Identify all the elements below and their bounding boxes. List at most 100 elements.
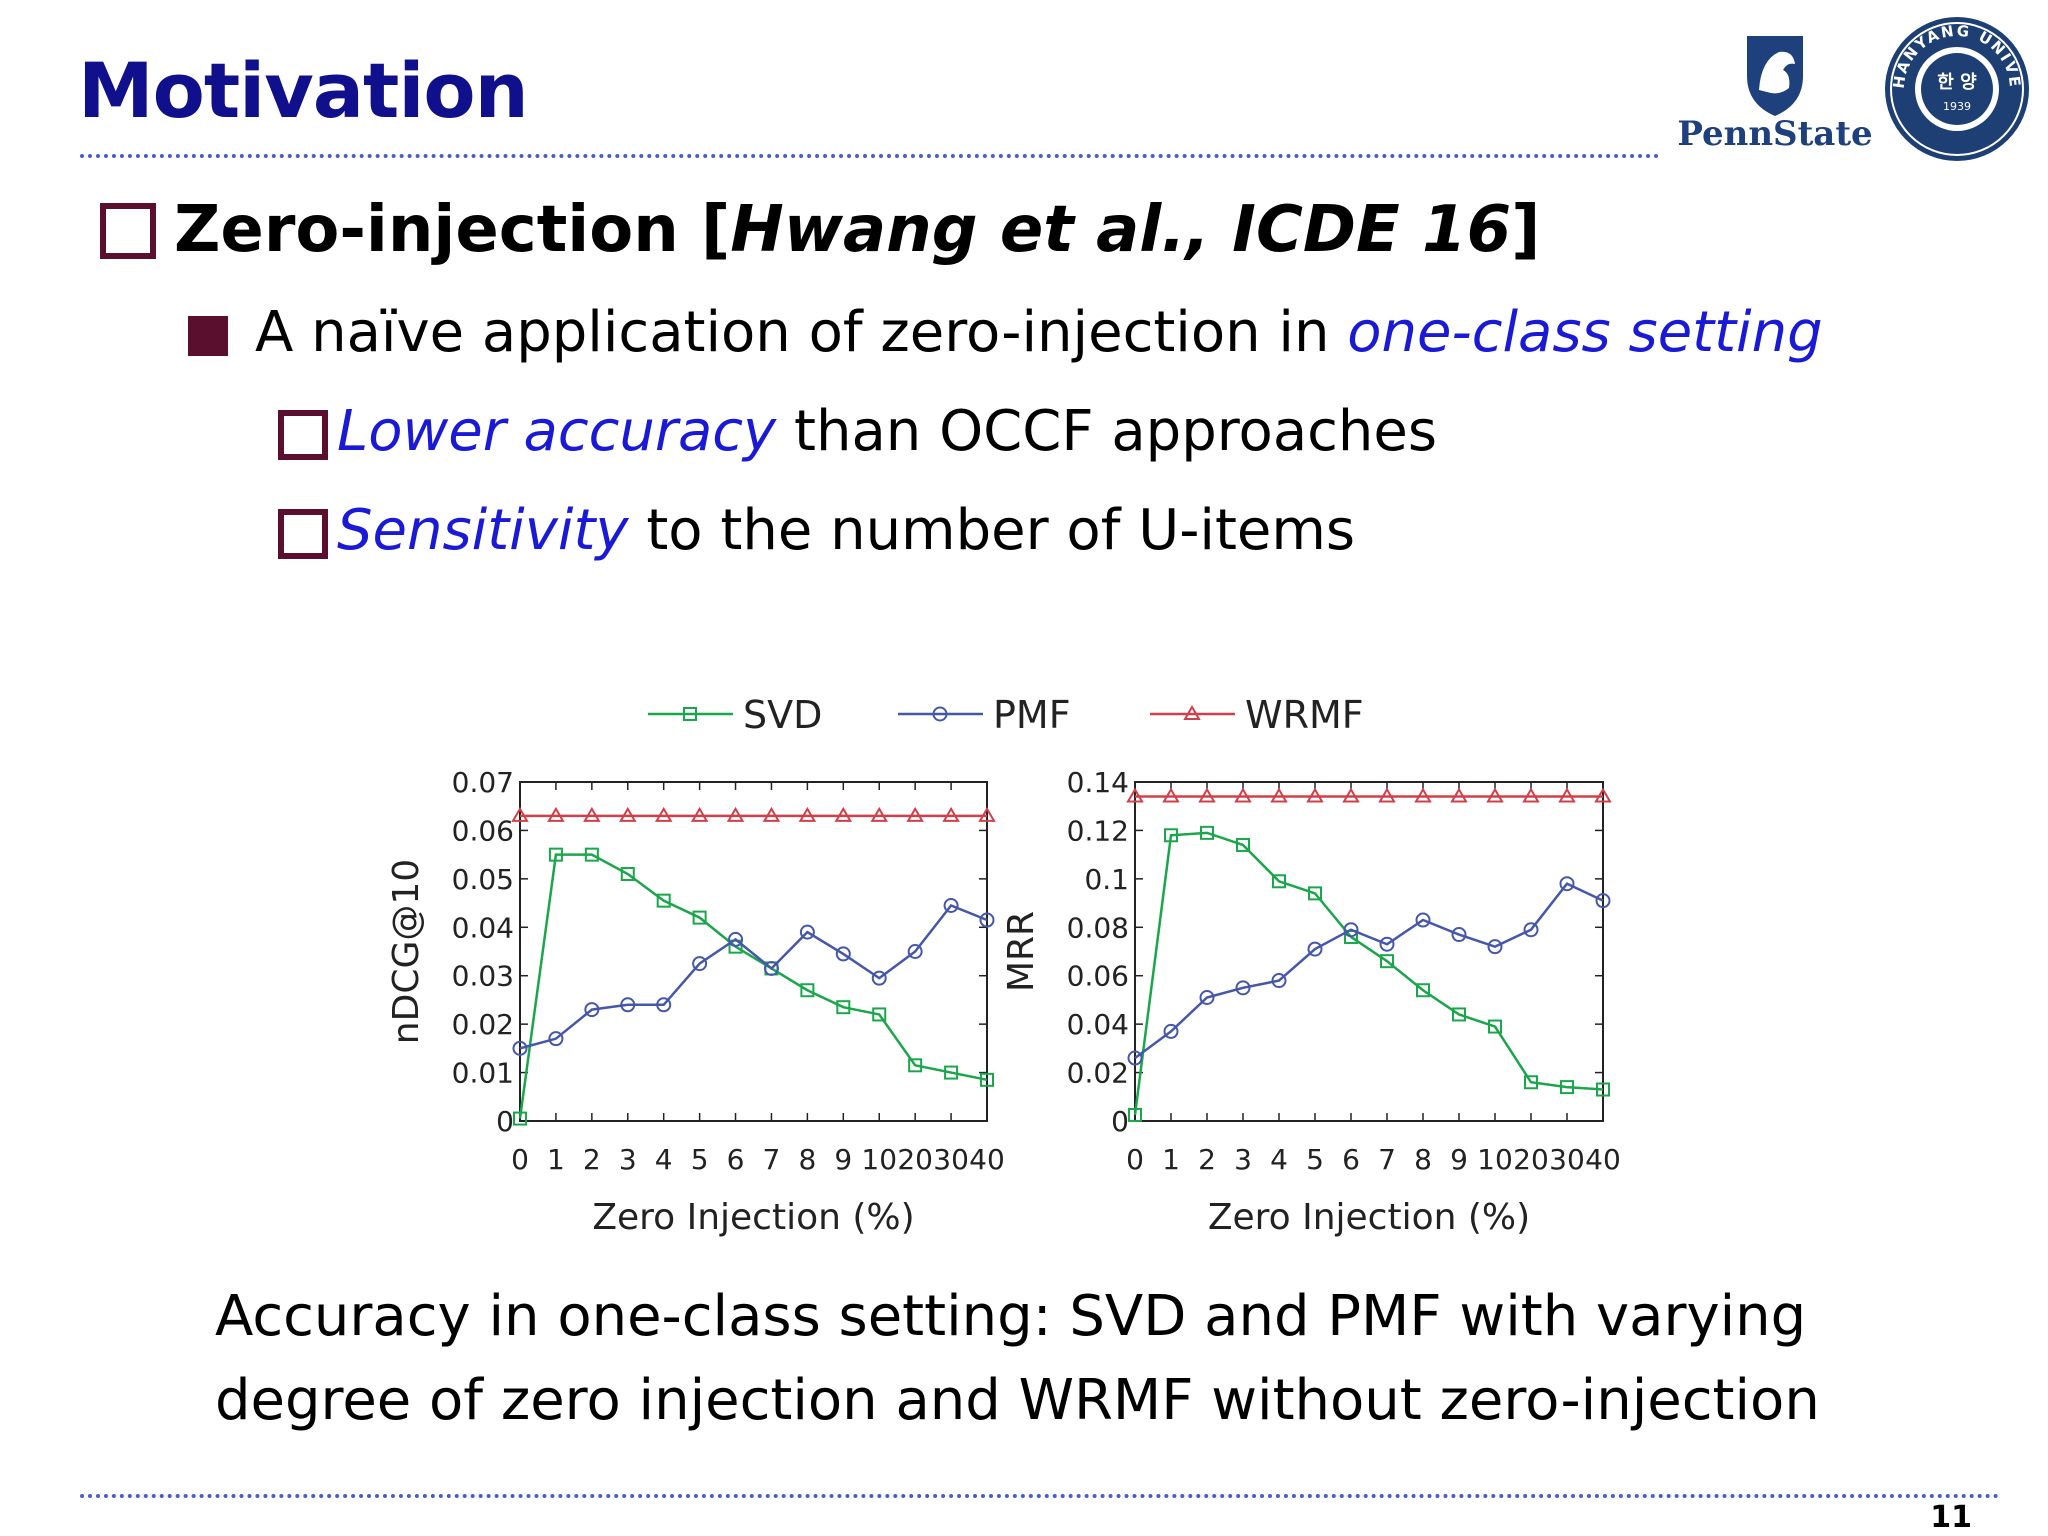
data-point-wrmf	[762, 806, 781, 822]
footer-divider	[80, 1494, 2000, 1498]
data-point-pmf	[1343, 922, 1359, 938]
y-tick-label: 0.01	[452, 1057, 514, 1090]
y-tick-label: 0.08	[1067, 911, 1129, 944]
y-tick-label: 0.04	[1067, 1008, 1129, 1041]
x-tick-label: 10	[861, 1143, 897, 1176]
y-tick-label: 0.06	[452, 814, 514, 847]
data-point-wrmf	[511, 806, 529, 822]
data-point-pmf	[835, 946, 851, 962]
series-svd	[513, 847, 994, 1126]
data-point-wrmf	[1126, 787, 1144, 803]
data-point-wrmf	[1522, 787, 1540, 803]
plot-frame	[519, 781, 988, 1122]
x-tick-label: 1	[1162, 1143, 1180, 1176]
nittany-lion-shield-icon	[1747, 36, 1803, 116]
x-axis-label: Zero Injection (%)	[1208, 1197, 1530, 1238]
legend-label-svd: SVD	[743, 693, 822, 737]
data-point-pmf	[1307, 941, 1323, 957]
bullet4-text: to the number of U-items	[628, 498, 1356, 563]
chart-mrr: 0 0.02 0.04 0.06 0.08 0.1 0.12 0.14 0 1 2 3 4 5 6 7 8 9 10…	[1001, 766, 1621, 1238]
data-point-pmf	[1559, 876, 1575, 892]
series-wrmf	[511, 806, 996, 822]
bullet1-citation: Hwang et al., ICDE 16	[730, 193, 1512, 267]
bullet1-close: ]	[1511, 193, 1541, 267]
data-point-pmf	[1379, 936, 1395, 952]
data-point-svd	[1560, 1080, 1574, 1095]
x-tick-label: 0	[1126, 1143, 1144, 1176]
legend-label-pmf: PMF	[993, 693, 1071, 737]
data-point-wrmf	[1306, 787, 1324, 803]
data-point-svd	[836, 1000, 851, 1015]
y-tick-label: 0.03	[452, 960, 514, 993]
bullet4-highlight: Sensitivity	[337, 498, 629, 563]
figure-caption: Accuracy in one-class setting: SVD and P…	[215, 1275, 1820, 1443]
y-tick-label: 0.07	[452, 766, 514, 799]
legend-marker-wrmf	[1183, 705, 1201, 720]
x-tick-label: 10	[1477, 1143, 1513, 1176]
x-tick-label: 8	[1414, 1143, 1432, 1176]
data-point-wrmf	[834, 806, 853, 822]
data-point-pmf	[656, 997, 672, 1013]
legend-marker-svd	[683, 707, 697, 721]
data-point-pmf	[1487, 939, 1503, 955]
x-tick-label: 5	[691, 1143, 709, 1176]
data-point-wrmf	[906, 806, 924, 822]
data-point-pmf	[763, 960, 779, 976]
bullet3-text: than OCCF approaches	[776, 399, 1438, 464]
x-tick-label: 6	[727, 1143, 745, 1176]
data-point-svd	[513, 1111, 527, 1126]
data-point-svd	[872, 1007, 887, 1022]
y-tick-label: 0	[496, 1105, 514, 1138]
data-point-svd	[620, 867, 635, 882]
x-tick-label: 3	[619, 1143, 637, 1176]
y-tick-label: 0.06	[1067, 960, 1129, 993]
y-tick-label: 0.12	[1067, 814, 1129, 847]
x-tick-label: 5	[1306, 1143, 1324, 1176]
hanyang-university-seal: HANYANG UNIVERSITY 한 양 1939	[1875, 0, 2032, 164]
data-point-svd	[1524, 1075, 1538, 1090]
data-point-svd	[944, 1065, 959, 1080]
data-point-wrmf	[1270, 787, 1288, 803]
data-point-pmf	[1523, 922, 1539, 938]
bullet-naive-application: A naïve application of zero-injection in…	[255, 300, 1823, 365]
data-point-wrmf	[654, 806, 673, 822]
y-axis-label: MRR	[1001, 911, 1042, 992]
bullet-box-level1	[100, 203, 156, 259]
data-point-wrmf	[942, 806, 960, 822]
y-tick-label: 0	[1111, 1105, 1129, 1138]
data-point-pmf	[907, 944, 923, 959]
x-axis-label: Zero Injection (%)	[592, 1197, 914, 1238]
data-point-wrmf	[690, 806, 709, 822]
x-tick-label: 40	[969, 1143, 1005, 1176]
data-point-svd	[1200, 825, 1214, 840]
data-point-pmf	[728, 931, 744, 947]
data-point-pmf	[1127, 1050, 1143, 1066]
data-point-wrmf	[1414, 787, 1432, 803]
x-tick-label: 1	[547, 1143, 565, 1176]
series-svd	[1128, 825, 1610, 1122]
chart-legend: SVD PMF WRMF	[648, 693, 1364, 737]
bullet-box-level3	[278, 509, 328, 559]
data-point-svd	[1272, 874, 1286, 889]
data-point-svd	[1380, 954, 1394, 969]
data-point-svd	[1308, 886, 1322, 901]
data-point-pmf	[1451, 927, 1467, 943]
data-point-pmf	[1271, 973, 1287, 989]
data-point-pmf	[1595, 893, 1611, 909]
x-tick-label: 9	[1450, 1143, 1468, 1176]
bullet-square-level2	[188, 316, 228, 356]
bullet2-text: A naïve application of zero-injection in	[255, 300, 1348, 365]
data-point-pmf	[1163, 1023, 1179, 1039]
data-point-svd	[692, 910, 707, 925]
data-point-wrmf	[1378, 787, 1396, 803]
series-pmf	[512, 897, 995, 1056]
plot-frame	[1134, 781, 1604, 1122]
bullet-lower-accuracy: Lower accuracy than OCCF approaches	[337, 399, 1437, 464]
seal-year: 1939	[1943, 100, 1971, 113]
x-tick-label: 8	[798, 1143, 816, 1176]
data-point-wrmf	[726, 806, 745, 822]
data-point-pmf	[799, 924, 815, 940]
data-point-wrmf	[870, 806, 888, 822]
x-tick-label: 7	[1378, 1143, 1396, 1176]
